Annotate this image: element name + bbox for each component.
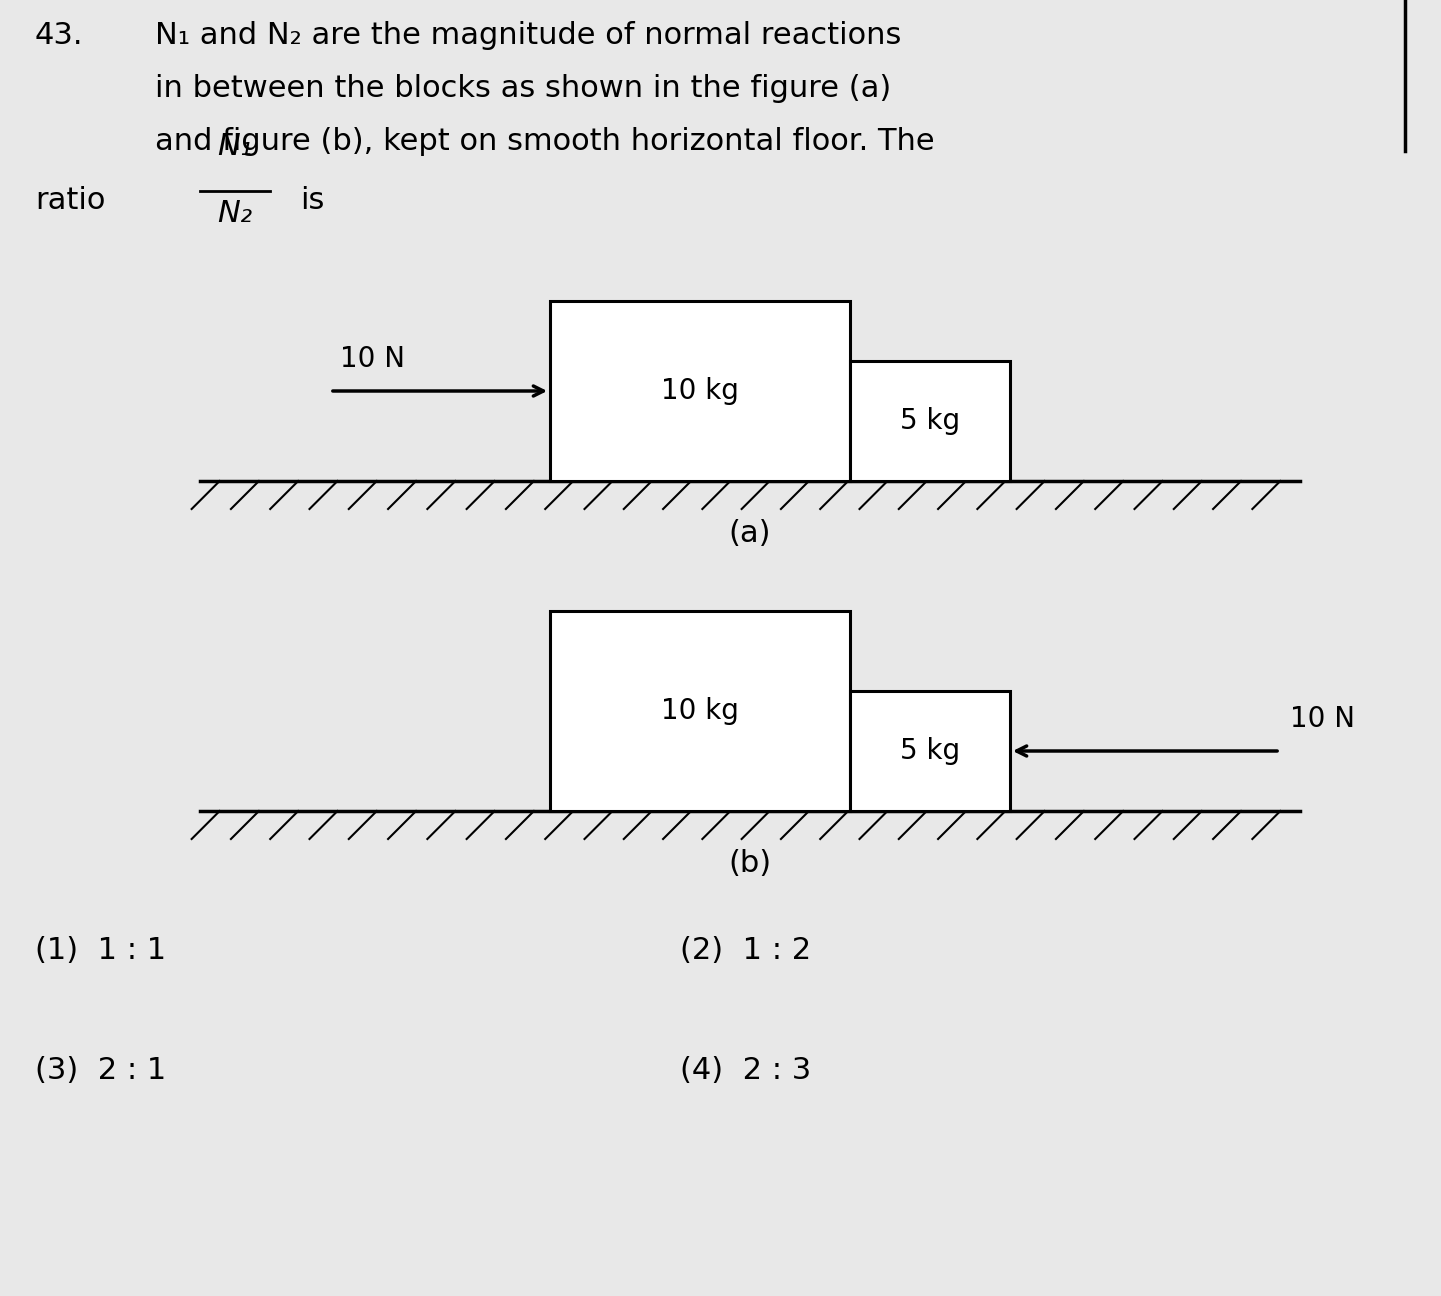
Text: and figure (b), kept on smooth horizontal floor. The: and figure (b), kept on smooth horizonta… [156, 127, 935, 156]
Text: 5 kg: 5 kg [901, 407, 960, 435]
Text: (2)  1 : 2: (2) 1 : 2 [680, 936, 811, 966]
Text: 10 kg: 10 kg [661, 377, 739, 404]
Text: (b): (b) [729, 849, 771, 877]
Bar [550, 301, 850, 481]
Text: (4)  2 : 3: (4) 2 : 3 [680, 1056, 811, 1085]
Bar [850, 691, 1010, 811]
Bar [850, 362, 1010, 481]
Text: N₂: N₂ [218, 200, 252, 228]
Text: (3)  2 : 1: (3) 2 : 1 [35, 1056, 166, 1085]
Text: 43.: 43. [35, 21, 84, 51]
Text: (1)  1 : 1: (1) 1 : 1 [35, 936, 166, 966]
Text: in between the blocks as shown in the figure (a): in between the blocks as shown in the fi… [156, 74, 891, 102]
Bar [550, 610, 850, 811]
Text: is: is [300, 187, 324, 215]
Text: ratio: ratio [35, 187, 105, 215]
Text: (a): (a) [729, 518, 771, 548]
Text: 10 kg: 10 kg [661, 697, 739, 724]
Text: 5 kg: 5 kg [901, 737, 960, 765]
Text: 10 N: 10 N [340, 345, 405, 373]
Text: 10 N: 10 N [1290, 705, 1355, 734]
Text: N₁ and N₂ are the magnitude of normal reactions: N₁ and N₂ are the magnitude of normal re… [156, 21, 902, 51]
Text: N₁: N₁ [218, 132, 252, 161]
